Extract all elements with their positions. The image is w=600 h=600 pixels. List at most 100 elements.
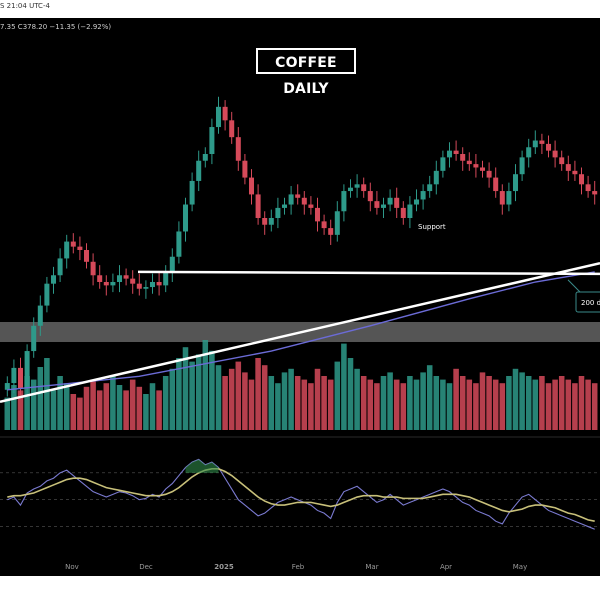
volume-bar: [354, 368, 360, 430]
axis-layer: Nov Dec 2025 Feb Mar Apr May: [0, 556, 600, 576]
candle-body: [592, 191, 598, 195]
candle-body: [466, 160, 472, 165]
volume-bar: [519, 372, 525, 430]
candle-body: [433, 170, 439, 185]
candle-body: [70, 241, 76, 247]
volume-bar: [123, 390, 129, 430]
volume-bar: [242, 372, 248, 430]
candle-body: [229, 120, 235, 138]
x-axis-label: Apr: [440, 563, 452, 571]
volume-bar: [70, 394, 77, 430]
candle-body: [4, 383, 10, 390]
volume-bar: [222, 376, 228, 430]
x-axis-label: Feb: [292, 563, 305, 571]
volume-bar: [565, 379, 572, 430]
volume-bar: [11, 385, 17, 430]
support-line: [137, 270, 600, 276]
candle-body: [394, 197, 400, 208]
volume-bar: [492, 379, 499, 430]
volume-bar: [400, 383, 407, 430]
candle-body: [189, 180, 195, 205]
volume-bar: [129, 379, 136, 430]
volume-bar: [367, 379, 374, 430]
volume-bar: [149, 383, 156, 430]
volume-bar: [90, 379, 96, 430]
volume-bar: [341, 343, 347, 430]
volume-bar: [30, 379, 37, 430]
candle-body: [262, 218, 268, 225]
candle-body: [387, 197, 393, 205]
candle-body: [281, 204, 288, 208]
candle-body: [77, 246, 83, 250]
candle-body: [182, 204, 189, 232]
volume-bar: [248, 379, 255, 430]
candle-body: [367, 191, 373, 202]
candle-body: [413, 199, 420, 205]
candle-body: [123, 275, 129, 279]
candle-body: [50, 275, 57, 284]
candle-body: [176, 231, 182, 257]
volume-bar: [585, 379, 591, 430]
candle-body: [493, 177, 499, 192]
volume-bar: [301, 379, 308, 430]
support-label: Support: [418, 223, 446, 231]
volume-bar: [506, 376, 512, 430]
volume-bar: [215, 365, 222, 430]
x-axis-strip: [0, 556, 600, 576]
volume-bar: [294, 376, 301, 430]
volume-bar: [268, 376, 275, 430]
volume-bar: [169, 368, 176, 430]
ma200-line: [7, 271, 595, 391]
volume-bar: [308, 383, 314, 430]
volume-bar: [426, 365, 433, 430]
candle-body: [334, 211, 340, 235]
volume-bar: [327, 379, 334, 430]
candle-body: [347, 187, 354, 192]
volume-bar: [440, 379, 446, 430]
x-axis-label: Nov: [65, 563, 79, 571]
volume-bar: [261, 365, 268, 430]
candle-body: [143, 287, 149, 289]
volume-bar: [77, 397, 83, 430]
candle-body: [479, 167, 486, 171]
candle-body: [57, 258, 63, 276]
volume-bar: [288, 368, 294, 430]
candle-body: [328, 228, 334, 235]
volume-bar: [235, 361, 242, 430]
volume-bar: [374, 383, 380, 430]
volume-bar: [453, 368, 459, 430]
candle-body: [248, 177, 255, 195]
volume-bar: [433, 376, 440, 430]
volume-bar: [420, 372, 426, 430]
candle-body: [37, 305, 43, 326]
candle-body: [400, 207, 406, 218]
candle-body: [24, 351, 30, 389]
volume-bar: [572, 383, 578, 430]
x-axis-label: Dec: [139, 563, 153, 571]
volume-bar: [558, 376, 565, 430]
candle-body: [268, 218, 274, 225]
volume-bar: [37, 367, 44, 430]
ma-label-pointer: [567, 279, 581, 293]
volume-bar: [578, 376, 585, 430]
volume-bar: [156, 390, 162, 430]
rsi-layer: [0, 458, 600, 530]
candle-body: [116, 275, 123, 282]
trend-line: [0, 261, 600, 404]
candle-body: [506, 191, 512, 205]
candle-body: [354, 184, 360, 188]
volume-bar: [407, 376, 413, 430]
candle-body: [526, 147, 532, 158]
candle-body: [11, 367, 17, 384]
candle-body: [314, 207, 321, 222]
volume-bar: [466, 379, 473, 430]
volume-bar: [499, 383, 506, 430]
volume-bar: [552, 379, 558, 430]
x-axis-label: May: [513, 563, 527, 571]
volume-layer: [4, 340, 598, 430]
volume-bar: [162, 376, 169, 430]
candle-body: [275, 207, 281, 218]
rsi-ma-line: [7, 468, 595, 522]
candle-body: [169, 256, 175, 272]
